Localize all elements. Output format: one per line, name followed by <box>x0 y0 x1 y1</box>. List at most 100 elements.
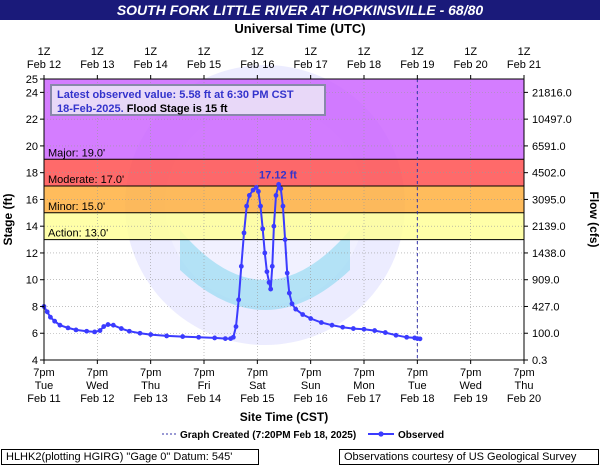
flow-tick-label: 100.0 <box>532 328 560 340</box>
x-tick-label: 7pm <box>353 367 374 379</box>
top-tick-date: Feb 18 <box>347 59 381 71</box>
observed-point <box>97 328 103 333</box>
observed-point <box>105 322 111 327</box>
flood-stage-note: Flood Stage is 15 ft <box>123 103 228 115</box>
y-tick-label: 20 <box>26 141 38 153</box>
chart-title: SOUTH FORK LITTLE RIVER AT HOPKINSVILLE … <box>0 0 600 20</box>
x-tick-label: Wed <box>459 380 481 392</box>
flow-tick-label: 21816.0 <box>532 87 572 99</box>
observed-point <box>289 301 295 307</box>
x-tick-label: Feb 15 <box>240 393 274 405</box>
top-tick-date: Feb 19 <box>400 59 434 71</box>
observed-point <box>372 328 378 333</box>
top-tick-label: 1Z <box>358 46 371 58</box>
top-axis-label: Universal Time (UTC) <box>234 21 366 36</box>
y-tick-label: 4 <box>32 355 38 367</box>
observed-point <box>57 322 63 328</box>
observed-point <box>126 328 132 334</box>
observed-point <box>118 326 124 331</box>
flow-axis-title: Flow (cfs) <box>587 192 600 248</box>
observed-point <box>308 316 314 321</box>
observed-point <box>48 314 53 320</box>
x-tick-label: Tue <box>408 380 427 392</box>
observed-point <box>92 329 98 335</box>
observed-point <box>236 297 242 303</box>
x-tick-label: Thu <box>141 380 160 392</box>
flow-tick-label: 1438.0 <box>532 248 566 260</box>
legend-graph-created: Graph Created (7:20PM Feb 18, 2025) <box>180 430 356 441</box>
x-tick-label: Feb 20 <box>507 393 541 405</box>
x-tick-label: Feb 13 <box>134 393 168 405</box>
band-label-minor: Minor: 15.0' <box>48 201 105 213</box>
gauge-info: HLHK2(plotting HGIRG) "Gage 0" Datum: 54… <box>1 449 259 465</box>
top-tick-label: 1Z <box>198 46 211 58</box>
x-tick-label: Feb 17 <box>347 393 381 405</box>
x-tick-label: Tue <box>35 380 54 392</box>
x-tick-label: Thu <box>515 380 534 392</box>
top-tick-date: Feb 16 <box>240 59 274 71</box>
x-tick-label: Feb 12 <box>80 393 114 405</box>
observed-point <box>300 312 306 317</box>
x-tick-label: Mon <box>353 380 374 392</box>
observed-point <box>233 324 239 329</box>
latest-value-box: Latest observed value: 5.58 ft at 6:30 P… <box>50 84 326 116</box>
observed-point <box>278 186 284 192</box>
x-tick-label: Feb 19 <box>454 393 488 405</box>
x-tick-label: 7pm <box>140 367 161 379</box>
observed-point <box>264 269 270 275</box>
x-tick-label: 7pm <box>513 367 534 379</box>
band-label-action: Action: 13.0' <box>48 228 108 240</box>
observed-point <box>244 203 250 209</box>
y-axis-title: Stage (ft) <box>1 194 15 246</box>
observed-point <box>256 189 261 194</box>
y-tick-label: 22 <box>26 114 38 126</box>
top-tick-label: 1Z <box>304 46 317 58</box>
y-tick-label: 6 <box>32 328 38 340</box>
x-tick-label: 7pm <box>193 367 214 379</box>
observed-point <box>73 327 79 333</box>
x-tick-label: 7pm <box>247 367 268 379</box>
top-tick-label: 1Z <box>38 46 51 58</box>
top-tick-date: Feb 21 <box>507 59 541 71</box>
top-tick-label: 1Z <box>518 46 531 58</box>
flow-tick-label: 2139.0 <box>532 221 566 233</box>
latest-value-line: Latest observed value: 5.58 ft at 6:30 P… <box>57 89 294 101</box>
observed-point <box>361 326 367 332</box>
y-tick-label: 8 <box>32 301 38 313</box>
legend-observed: Observed <box>398 430 444 441</box>
plot-frame <box>43 78 525 361</box>
band-label-major: Major: 19.0' <box>48 147 105 159</box>
observed-point <box>329 322 335 328</box>
observed-point <box>250 187 256 193</box>
x-tick-label: Feb 14 <box>187 393 221 405</box>
top-tick-date: Feb 20 <box>454 59 488 71</box>
flow-tick-label: 427.0 <box>532 301 560 313</box>
observed-point <box>253 184 259 190</box>
flow-tick-label: 909.0 <box>532 275 560 287</box>
y-tick-label: 18 <box>26 168 38 180</box>
top-tick-label: 1Z <box>464 46 477 58</box>
y-tick-label: 12 <box>26 248 38 260</box>
observed-point <box>101 324 107 329</box>
observed-point <box>238 263 244 269</box>
observed-point <box>148 332 154 337</box>
observed-point <box>280 203 286 209</box>
observed-point <box>180 334 186 339</box>
top-tick-date: Feb 13 <box>80 59 114 71</box>
x-tick-label: 7pm <box>87 367 108 379</box>
y-tick-label: 14 <box>26 221 38 233</box>
y-tick-label: 25 <box>26 74 38 86</box>
top-tick-label: 1Z <box>411 46 424 58</box>
x-tick-label: Feb 16 <box>294 393 328 405</box>
x-tick-label: 7pm <box>33 367 54 379</box>
observed-point <box>266 279 272 285</box>
observed-point <box>318 320 324 325</box>
top-tick-date: Feb 15 <box>187 59 221 71</box>
observed-point <box>110 322 116 328</box>
top-tick-date: Feb 17 <box>294 59 328 71</box>
observed-point <box>417 336 423 342</box>
observed-point <box>164 333 170 339</box>
observed-point <box>52 318 58 324</box>
observed-point <box>241 230 247 236</box>
